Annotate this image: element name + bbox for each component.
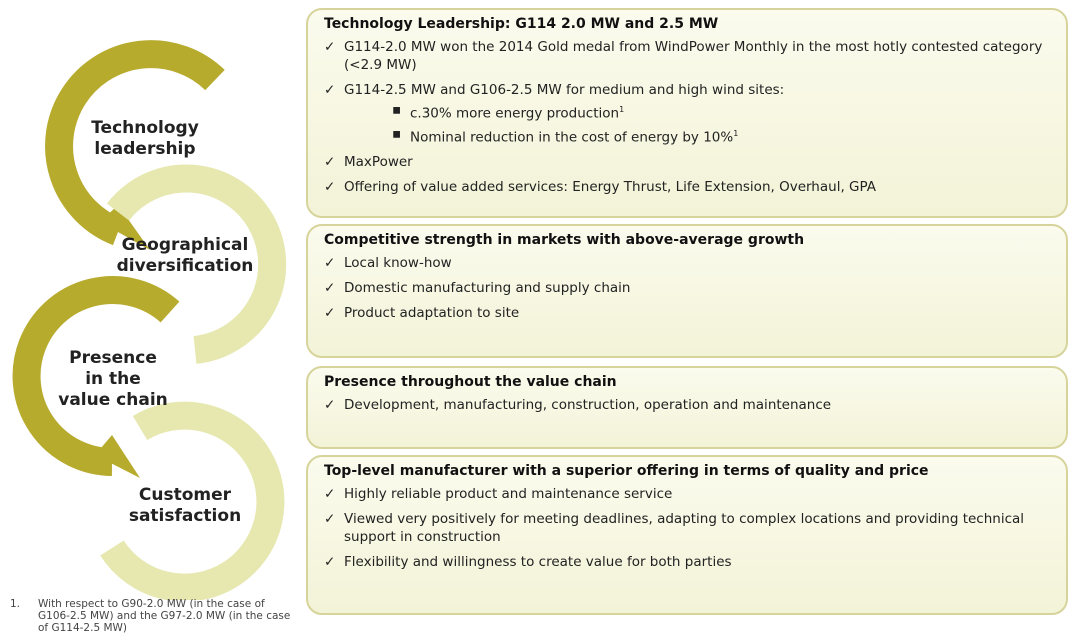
- sub-text: Nominal reduction in the cost of energy …: [410, 129, 734, 145]
- cycle-arrows: [12, 40, 287, 600]
- bullet-item: Domestic manufacturing and supply chain: [324, 279, 1052, 297]
- bullet-item: Local know-how: [324, 254, 1052, 272]
- panel-title: Technology Leadership: G114 2.0 MW and 2…: [324, 16, 719, 32]
- item-text: Flexibility and willingness to create va…: [344, 554, 732, 570]
- cycle-label: Presence in the value chain: [58, 348, 168, 410]
- panel-title: Competitive strength in markets with abo…: [324, 232, 805, 248]
- panel-title: Top-level manufacturer with a superior o…: [324, 463, 929, 479]
- sub-bullet: Nominal reduction in the cost of energy …: [392, 125, 1052, 147]
- item-text: MaxPower: [344, 154, 413, 170]
- item-text: Viewed very positively for meeting deadl…: [344, 511, 1025, 545]
- arrowhead: [95, 435, 140, 478]
- footnote-number: 1.: [10, 598, 21, 610]
- arc: [12, 276, 180, 476]
- footnote-text: With respect to G90-2.0 MW (in the case …: [38, 598, 291, 634]
- footnote: 1. With respect to G90-2.0 MW (in the ca…: [10, 598, 295, 634]
- item-text: Product adaptation to site: [344, 305, 520, 321]
- item-text: Highly reliable product and maintenance …: [344, 486, 673, 502]
- item-text: G114-2.0 MW won the 2014 Gold medal from…: [344, 39, 1043, 73]
- panel: Competitive strength in markets with abo…: [306, 224, 1068, 358]
- cycle-label: Geographical diversification: [116, 235, 254, 276]
- item-text: Domestic manufacturing and supply chain: [344, 280, 631, 296]
- bullet-item: Development, manufacturing, construction…: [324, 396, 1052, 414]
- footnote-ref: 1: [619, 105, 625, 114]
- bullet-item: Viewed very positively for meeting deadl…: [324, 510, 1052, 546]
- item-text: Local know-how: [344, 255, 452, 271]
- bullet-item: G114-2.5 MW and G106-2.5 MW for medium a…: [324, 81, 1052, 146]
- bullet-item: G114-2.0 MW won the 2014 Gold medal from…: [324, 38, 1052, 74]
- panel: Technology Leadership: G114 2.0 MW and 2…: [306, 8, 1068, 218]
- arrowhead: [100, 205, 150, 250]
- cycle-label: Technology leadership: [91, 118, 199, 159]
- bullet-item: Product adaptation to site: [324, 304, 1052, 322]
- panel: Top-level manufacturer with a superior o…: [306, 455, 1068, 615]
- arc: [106, 164, 287, 364]
- sub-bullet: c.30% more energy production1: [392, 101, 1052, 123]
- bullet-item: Flexibility and willingness to create va…: [324, 553, 1052, 571]
- bullet-item: Offering of value added services: Energy…: [324, 178, 1052, 196]
- item-text: Offering of value added services: Energy…: [344, 179, 877, 195]
- bullet-item: MaxPower: [324, 153, 1052, 171]
- bullet-item: Highly reliable product and maintenance …: [324, 485, 1052, 503]
- sub-text: c.30% more energy production: [410, 105, 620, 122]
- panel: Presence throughout the value chain Devel…: [306, 366, 1068, 449]
- item-text: Development, manufacturing, construction…: [344, 397, 832, 413]
- cycle-label: Customer satisfaction: [128, 485, 242, 526]
- arc: [100, 401, 285, 600]
- panel-title: Presence throughout the value chain: [324, 374, 617, 390]
- item-text: G114-2.5 MW and G106-2.5 MW for medium a…: [344, 82, 785, 98]
- arc: [45, 40, 225, 246]
- footnote-ref: 1: [733, 128, 739, 138]
